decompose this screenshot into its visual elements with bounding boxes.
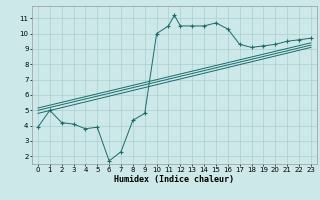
X-axis label: Humidex (Indice chaleur): Humidex (Indice chaleur) (115, 175, 234, 184)
